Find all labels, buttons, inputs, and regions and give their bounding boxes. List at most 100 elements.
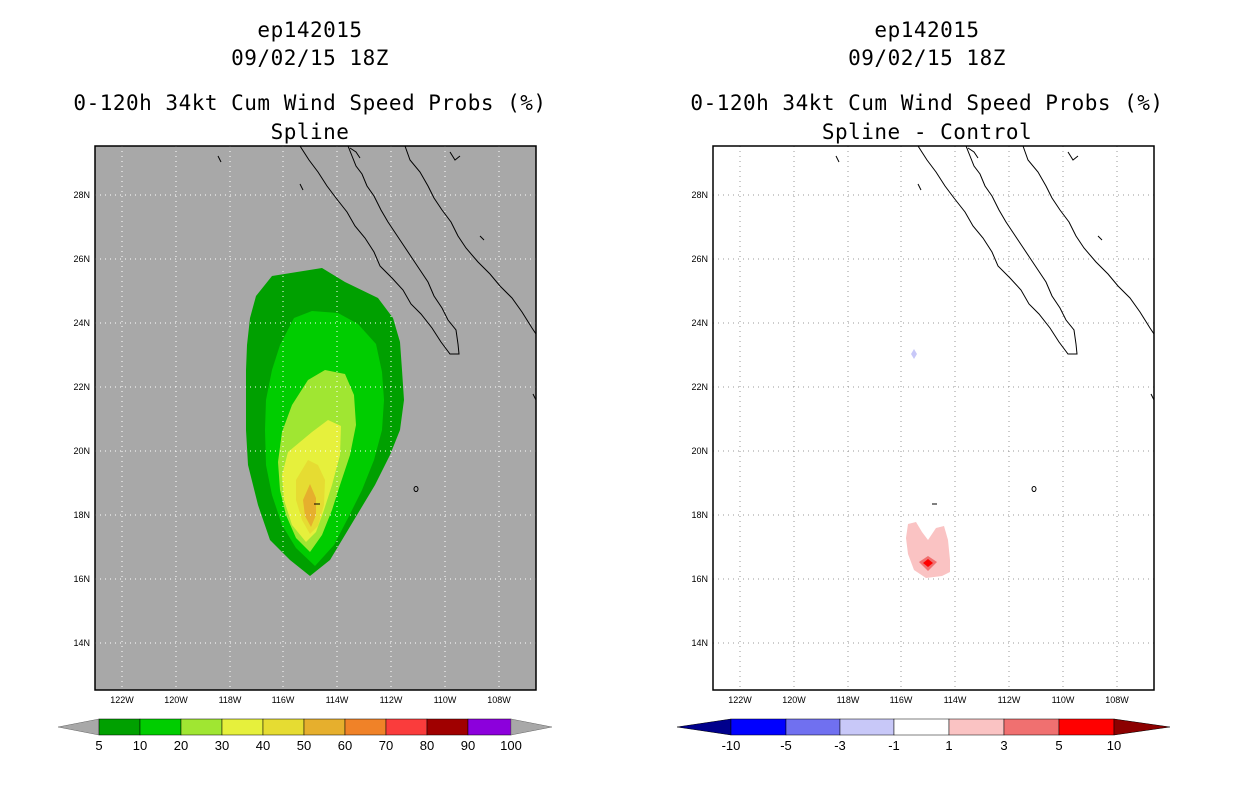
lat-label: 22N xyxy=(73,382,90,392)
colorbar-swatch xyxy=(262,718,305,736)
colorbar-swatch xyxy=(98,718,141,736)
left-probability-contours xyxy=(95,146,536,690)
lat-label: 20N xyxy=(691,446,708,456)
lon-label: 108W xyxy=(487,695,511,705)
right-map-panel: 28N 26N 24N 22N 20N 18N 16N 14N 122W 120… xyxy=(691,145,1155,705)
right-colorbar: -10 -5 -3 -1 1 3 5 10 xyxy=(676,718,1171,753)
colorbar-label: 3 xyxy=(1000,738,1007,753)
lat-label: 24N xyxy=(691,318,708,328)
left-map-panel: 28N 26N 24N 22N 20N 18N 16N 14N 122W 120… xyxy=(73,145,537,705)
colorbar-label: 100 xyxy=(500,738,522,753)
colorbar-label: 30 xyxy=(215,738,229,753)
lat-label: 16N xyxy=(691,574,708,584)
left-lat-labels: 28N 26N 24N 22N 20N 18N 16N 14N xyxy=(73,190,90,648)
lat-label: 16N xyxy=(73,574,90,584)
lon-label: 110W xyxy=(434,695,457,705)
lon-label: 110W xyxy=(1052,695,1075,705)
lon-label: 116W xyxy=(890,695,913,705)
lon-label: 122W xyxy=(110,695,134,705)
right-map-background xyxy=(713,146,1154,690)
lon-label: 116W xyxy=(272,695,295,705)
colorbar-label: -1 xyxy=(888,738,900,753)
left-date: 09/02/15 18Z xyxy=(231,46,389,70)
right-lon-labels: 122W 120W 118W 116W 114W 112W 110W 108W xyxy=(728,695,1129,705)
right-gridlines xyxy=(713,146,1154,690)
diff-1-contour xyxy=(906,522,950,578)
diff-5-contour xyxy=(923,559,933,567)
colorbar-label: 5 xyxy=(1055,738,1062,753)
lat-label: 18N xyxy=(73,510,90,520)
lat-label: 14N xyxy=(73,638,90,648)
lon-label: 118W xyxy=(219,695,242,705)
colorbar-swatch xyxy=(730,718,787,736)
colorbar-label: 5 xyxy=(95,738,102,753)
lon-label: 120W xyxy=(164,695,188,705)
left-colorbar: 5 10 20 30 40 50 60 70 80 90 100 xyxy=(57,718,553,753)
lon-label: 118W xyxy=(837,695,860,705)
colorbar-label: -10 xyxy=(722,738,741,753)
lon-label: 114W xyxy=(944,695,967,705)
colorbar-swatch xyxy=(1003,718,1060,736)
right-subtitle: Spline - Control xyxy=(821,120,1033,144)
colorbar-label: 10 xyxy=(1107,738,1121,753)
lat-label: 24N xyxy=(73,318,90,328)
colorbar-swatch xyxy=(839,718,895,736)
colorbar-swatch xyxy=(180,718,223,736)
colorbar-swatch xyxy=(785,718,841,736)
lat-label: 14N xyxy=(691,638,708,648)
right-map-frame xyxy=(712,145,1155,691)
right-difference-contours xyxy=(906,349,950,578)
left-gridlines xyxy=(95,146,536,690)
right-date: 09/02/15 18Z xyxy=(848,46,1006,70)
colorbar-swatch xyxy=(344,718,387,736)
colorbar-swatch xyxy=(303,718,346,736)
left-lon-labels: 122W 120W 118W 116W 114W 112W 110W 108W xyxy=(110,695,511,705)
lat-label: 26N xyxy=(73,254,90,264)
colorbar-end-low xyxy=(676,718,732,736)
colorbar-swatch xyxy=(139,718,182,736)
left-map-frame xyxy=(94,145,537,691)
colorbar-label: -5 xyxy=(780,738,792,753)
colorbar-label: 90 xyxy=(461,738,475,753)
colorbar-swatch xyxy=(893,718,950,736)
colorbar-label: -3 xyxy=(834,738,846,753)
left-product-title: 0-120h 34kt Cum Wind Speed Probs (%) xyxy=(73,91,547,115)
right-product-title: 0-120h 34kt Cum Wind Speed Probs (%) xyxy=(690,91,1164,115)
colorbar-label: 70 xyxy=(379,738,393,753)
colorbar-label: 80 xyxy=(420,738,434,753)
left-storm-id: ep142015 xyxy=(257,18,363,42)
lon-label: 112W xyxy=(998,695,1021,705)
lat-label: 18N xyxy=(691,510,708,520)
colorbar-end-high xyxy=(1113,718,1171,736)
lat-label: 26N xyxy=(691,254,708,264)
diff-neg1-contour xyxy=(911,349,917,359)
lat-label: 20N xyxy=(73,446,90,456)
lon-label: 108W xyxy=(1105,695,1129,705)
lat-label: 28N xyxy=(691,190,708,200)
left-subtitle: Spline xyxy=(270,120,350,144)
colorbar-swatch xyxy=(948,718,1005,736)
lon-label: 122W xyxy=(728,695,752,705)
colorbar-end-high xyxy=(510,718,553,736)
colorbar-swatch xyxy=(1058,718,1115,736)
lat-label: 28N xyxy=(73,190,90,200)
right-storm-id: ep142015 xyxy=(874,18,980,42)
colorbar-swatch xyxy=(221,718,264,736)
colorbar-end-low xyxy=(57,718,100,736)
lat-label: 22N xyxy=(691,382,708,392)
right-lat-labels: 28N 26N 24N 22N 20N 18N 16N 14N xyxy=(691,190,708,648)
prob-50pct-contour xyxy=(303,484,316,527)
lon-label: 112W xyxy=(380,695,403,705)
colorbar-label: 10 xyxy=(133,738,147,753)
colorbar-label: 40 xyxy=(256,738,270,753)
colorbar-label: 20 xyxy=(174,738,188,753)
colorbar-label: 60 xyxy=(338,738,352,753)
lon-label: 120W xyxy=(782,695,806,705)
lon-label: 114W xyxy=(326,695,349,705)
colorbar-swatch xyxy=(426,718,469,736)
colorbar-swatch xyxy=(385,718,428,736)
colorbar-swatch xyxy=(467,718,512,736)
colorbar-label: 1 xyxy=(945,738,952,753)
colorbar-label: 50 xyxy=(297,738,311,753)
